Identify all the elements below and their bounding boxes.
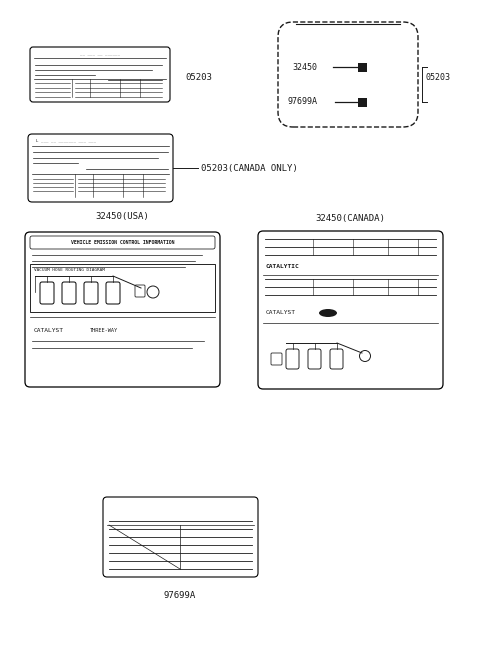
- Text: 97699A: 97699A: [288, 97, 318, 106]
- Text: 97699A: 97699A: [164, 591, 196, 599]
- Text: 05203: 05203: [425, 72, 450, 81]
- Text: VACUUM HOSE ROUTING DIAGRAM: VACUUM HOSE ROUTING DIAGRAM: [34, 268, 105, 272]
- Bar: [358, 97, 367, 106]
- Ellipse shape: [319, 309, 337, 317]
- Text: CATALYST: CATALYST: [266, 311, 296, 315]
- Text: 05203: 05203: [185, 72, 212, 81]
- Text: L ___ __ _______ ___ ___: L ___ __ _______ ___ ___: [36, 138, 96, 142]
- Text: 32450: 32450: [292, 62, 317, 72]
- Bar: [30, 264, 215, 312]
- Text: 05203(CANADA ONLY): 05203(CANADA ONLY): [201, 164, 298, 173]
- Text: VEHICLE EMISSION CONTROL INFORMATION: VEHICLE EMISSION CONTROL INFORMATION: [71, 240, 174, 245]
- Text: 32450(CANADA): 32450(CANADA): [315, 214, 385, 223]
- Text: 32450(USA): 32450(USA): [96, 212, 149, 221]
- Text: CATALYTIC: CATALYTIC: [266, 265, 300, 269]
- Bar: [358, 62, 367, 72]
- Text: __ ___ __ ______: __ ___ __ ______: [80, 51, 120, 55]
- Text: CATALYST: CATALYST: [34, 327, 64, 332]
- Text: THREE-WAY: THREE-WAY: [90, 327, 118, 332]
